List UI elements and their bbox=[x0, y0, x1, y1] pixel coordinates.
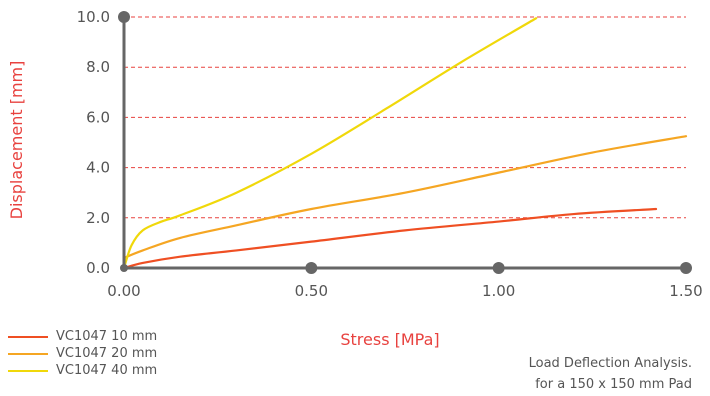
series-lines bbox=[122, 17, 688, 270]
y-axis-title: Displacement [mm] bbox=[7, 61, 26, 220]
x-tick-label: 0.00 bbox=[107, 282, 140, 300]
x-tick-label: 0.50 bbox=[295, 282, 328, 300]
y-axis-end-marker bbox=[118, 11, 130, 23]
caption-line-1: Load Deflection Analysis. bbox=[528, 356, 692, 371]
legend-item: VC1047 20 mm bbox=[8, 345, 157, 362]
series-line bbox=[122, 17, 538, 270]
legend: VC1047 10 mm VC1047 20 mm VC1047 40 mm bbox=[8, 328, 157, 379]
axes bbox=[118, 11, 692, 274]
caption-line-2: for a 150 x 150 mm Pad bbox=[535, 377, 692, 392]
y-tick-label: 6.0 bbox=[86, 108, 110, 126]
series-line bbox=[122, 207, 658, 270]
x-axis-tick-marker bbox=[492, 262, 505, 274]
x-axis-tick-marker bbox=[680, 262, 692, 274]
legend-label: VC1047 40 mm bbox=[56, 363, 158, 378]
y-tick-label: 2.0 bbox=[86, 209, 110, 227]
legend-swatch bbox=[8, 369, 48, 372]
series-line bbox=[122, 135, 688, 260]
y-tick-label: 0.0 bbox=[86, 259, 110, 277]
origin-marker bbox=[120, 264, 128, 272]
grid-lines bbox=[124, 16, 686, 219]
x-axis-tick-marker bbox=[305, 262, 318, 274]
y-tick-label: 10.0 bbox=[77, 8, 110, 26]
x-tick-label: 1.00 bbox=[482, 282, 515, 300]
x-axis-title: Stress [MPa] bbox=[340, 330, 439, 349]
x-tick-label: 1.50 bbox=[669, 282, 702, 300]
chart-caption: Load Deflection Analysis. for a 150 x 15… bbox=[529, 353, 692, 395]
legend-label: VC1047 20 mm bbox=[56, 346, 158, 361]
legend-item: VC1047 40 mm bbox=[8, 362, 157, 379]
tick-labels: 0.0 2.0 4.0 6.0 8.0 10.0 0.00 0.50 1.00 1.50 bbox=[77, 8, 703, 300]
y-tick-label: 4.0 bbox=[86, 159, 110, 177]
legend-swatch bbox=[8, 335, 48, 338]
legend-label: VC1047 10 mm bbox=[56, 329, 158, 344]
y-tick-label: 8.0 bbox=[86, 58, 110, 76]
legend-item: VC1047 10 mm bbox=[8, 328, 157, 345]
legend-swatch bbox=[8, 352, 48, 355]
